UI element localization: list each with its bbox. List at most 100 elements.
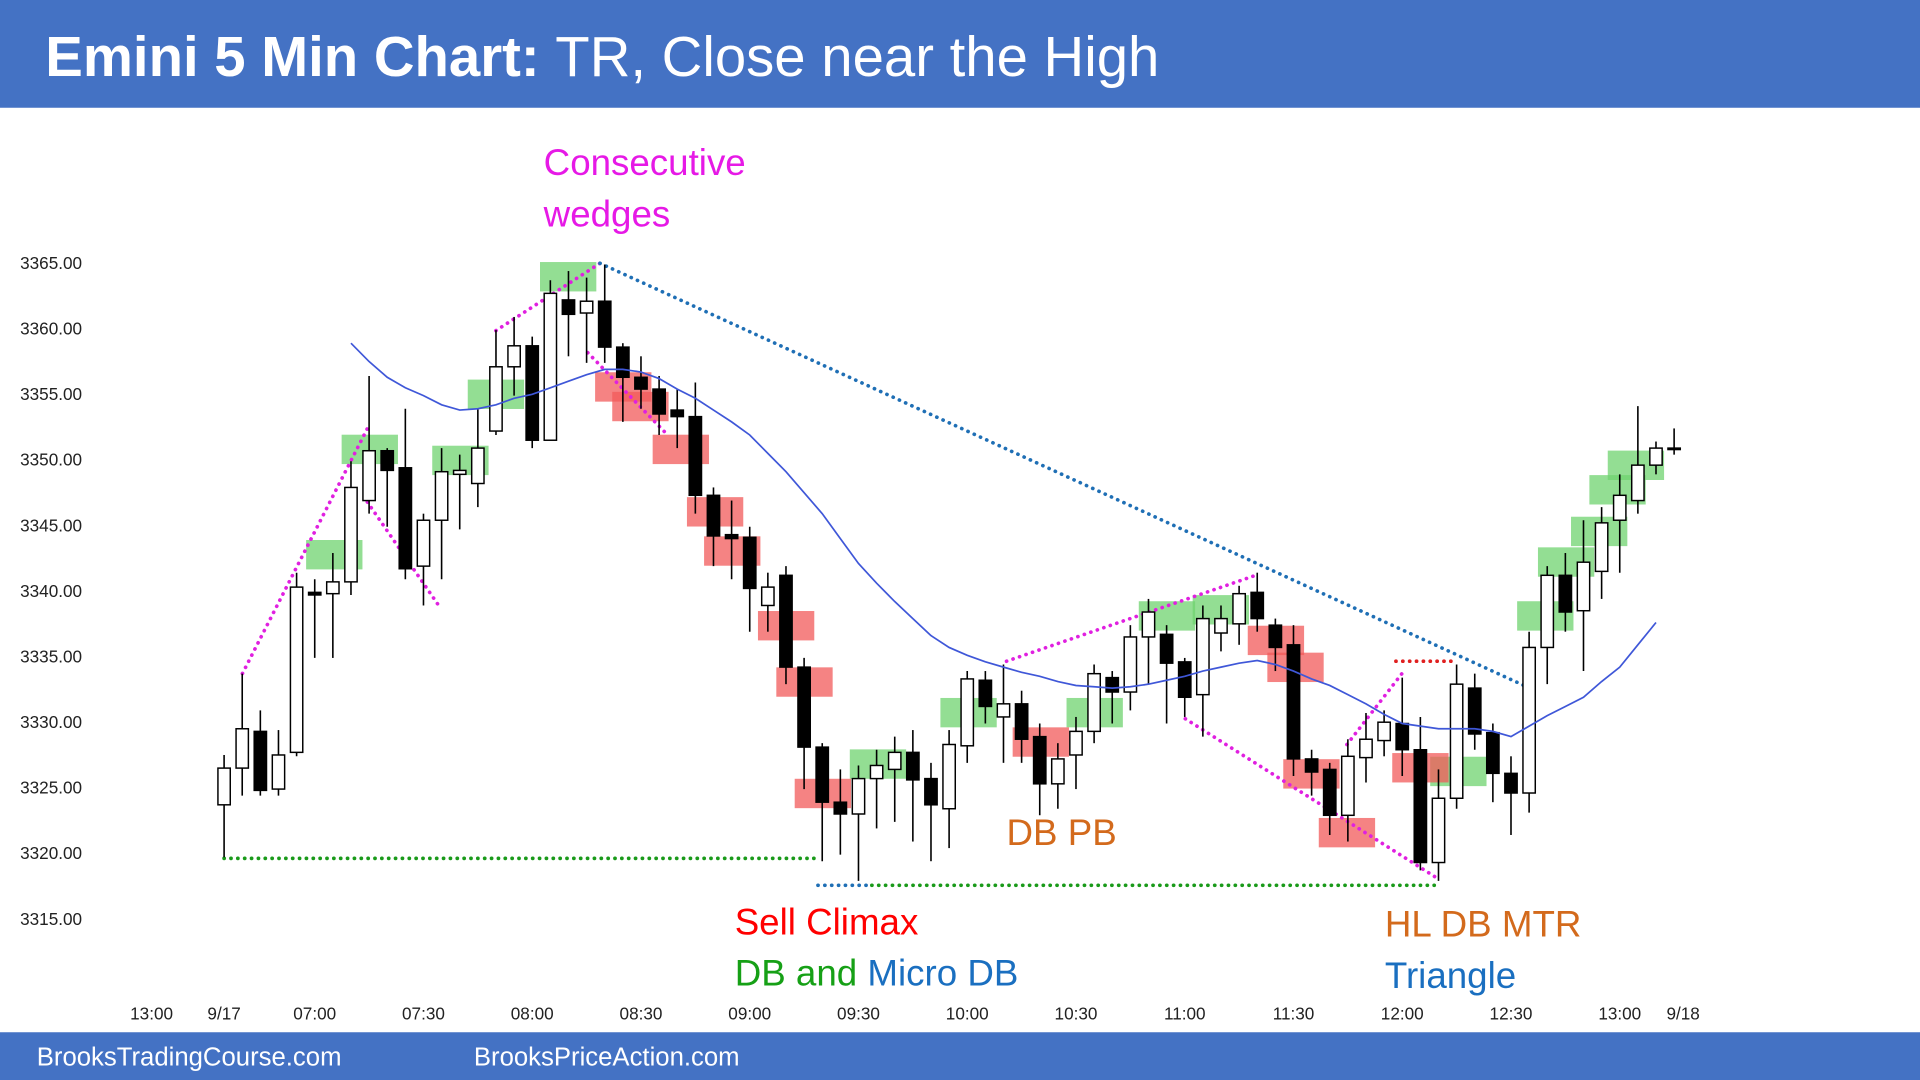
candle-body <box>561 299 576 316</box>
candle-body <box>1050 758 1065 785</box>
wedge-line <box>1183 716 1441 882</box>
annotation: HL DB MTR <box>1385 904 1582 945</box>
x-tick-label: 09:00 <box>728 1004 771 1024</box>
candle-body <box>1649 447 1663 466</box>
x-tick-label: 10:30 <box>1055 1004 1098 1024</box>
candle-body <box>543 292 558 441</box>
candle-body <box>924 777 938 806</box>
y-tick-label: 3335.00 <box>20 646 82 666</box>
candle-body <box>797 666 812 748</box>
annotation-part: DB and <box>735 953 857 994</box>
candle-body <box>1485 731 1500 775</box>
annotation: Triangle <box>1385 955 1516 996</box>
x-tick-label: 07:00 <box>293 1004 336 1024</box>
x-tick-label: 13:00 <box>130 1004 173 1024</box>
wedge-line <box>1004 573 1257 664</box>
candle-body <box>652 388 667 415</box>
candle-body <box>960 678 975 747</box>
candle-body <box>1087 672 1102 733</box>
candle-body <box>1431 797 1446 864</box>
candle-body <box>1522 646 1537 794</box>
header-band <box>0 0 1920 108</box>
candle-body <box>597 300 612 348</box>
x-tick-label: 9/17 <box>207 1004 240 1024</box>
candle-body <box>1340 755 1355 817</box>
y-tick-label: 3350.00 <box>20 450 82 470</box>
y-tick-label: 3320.00 <box>20 843 82 863</box>
candle-body <box>1141 611 1156 638</box>
candle-body <box>1268 624 1283 649</box>
chart-subtitle: TR, Close near the High <box>555 25 1159 88</box>
x-tick-label: 07:30 <box>402 1004 445 1024</box>
annotations: Consecutive wedges Sell Climax DB and Mi… <box>543 142 1582 996</box>
candle-body <box>507 345 521 368</box>
y-tick-label: 3330.00 <box>20 712 82 732</box>
annotation: Consecutive <box>544 142 746 183</box>
x-tick-label: 9/18 <box>1667 1004 1700 1024</box>
candle-body <box>1504 772 1518 794</box>
candle-body <box>398 467 413 570</box>
footer-text: BrooksPriceAction.com <box>474 1043 740 1071</box>
candle-body <box>452 469 467 476</box>
candle-body <box>307 591 322 596</box>
candle-body <box>670 409 685 418</box>
x-tick-label: 12:30 <box>1490 1004 1533 1024</box>
candle-body <box>380 449 395 472</box>
chart-title: Emini 5 Min Chart: <box>45 25 539 88</box>
candle-body <box>289 586 304 754</box>
trend-lines <box>222 261 1527 888</box>
candle-body <box>905 751 920 781</box>
trend-line <box>598 261 1527 688</box>
candle-body <box>1286 644 1301 760</box>
candle-body <box>362 449 376 502</box>
x-tick-label: 12:00 <box>1381 1004 1424 1024</box>
candle-body <box>760 586 775 607</box>
candle-body <box>1612 494 1627 521</box>
y-tick-label: 3355.00 <box>20 384 82 404</box>
candle-body <box>217 767 231 806</box>
candle-body <box>851 777 866 815</box>
y-tick-label: 3365.00 <box>20 253 82 273</box>
candle-body <box>1250 591 1265 620</box>
candle-body <box>1032 735 1047 785</box>
candle-body <box>253 730 268 792</box>
candle-body <box>1304 758 1319 773</box>
wedge-line <box>240 426 370 676</box>
candle-body <box>1449 683 1464 799</box>
x-tick-label: 08:30 <box>620 1004 663 1024</box>
candle-body <box>1667 447 1682 451</box>
candle-body <box>1177 661 1192 699</box>
candle-body <box>706 494 721 537</box>
candle-body <box>833 801 848 815</box>
chart-title-line: Emini 5 Min Chart: TR, Close near the Hi… <box>45 25 1159 88</box>
candle-body <box>634 376 648 390</box>
candle-body <box>742 536 757 590</box>
footer-text: BrooksTradingCourse.com <box>37 1043 342 1071</box>
candle-body <box>235 728 250 769</box>
candle-body <box>724 533 739 540</box>
annotation: DB PB <box>1007 812 1117 853</box>
candle-body <box>1467 687 1482 735</box>
candle-body <box>942 743 957 810</box>
annotation: wedges <box>543 194 671 235</box>
candle-body <box>1413 749 1428 864</box>
candle-body <box>815 746 830 803</box>
y-tick-label: 3315.00 <box>20 909 82 929</box>
annotation: Sell Climax <box>735 901 919 942</box>
candle-body <box>1359 738 1373 759</box>
moving-average <box>350 342 1657 738</box>
candle-body <box>1105 676 1120 693</box>
candle-body <box>1540 574 1555 649</box>
y-tick-label: 3325.00 <box>20 778 82 798</box>
candle-body <box>1214 617 1228 634</box>
candle-body <box>579 300 594 314</box>
candle-body <box>1322 768 1337 817</box>
candle-body <box>1594 522 1609 573</box>
candle-body <box>1159 633 1174 664</box>
x-tick-label: 09:30 <box>837 1004 880 1024</box>
candle-body <box>1558 574 1573 613</box>
candle-body <box>615 346 630 379</box>
candle-body <box>869 764 884 780</box>
